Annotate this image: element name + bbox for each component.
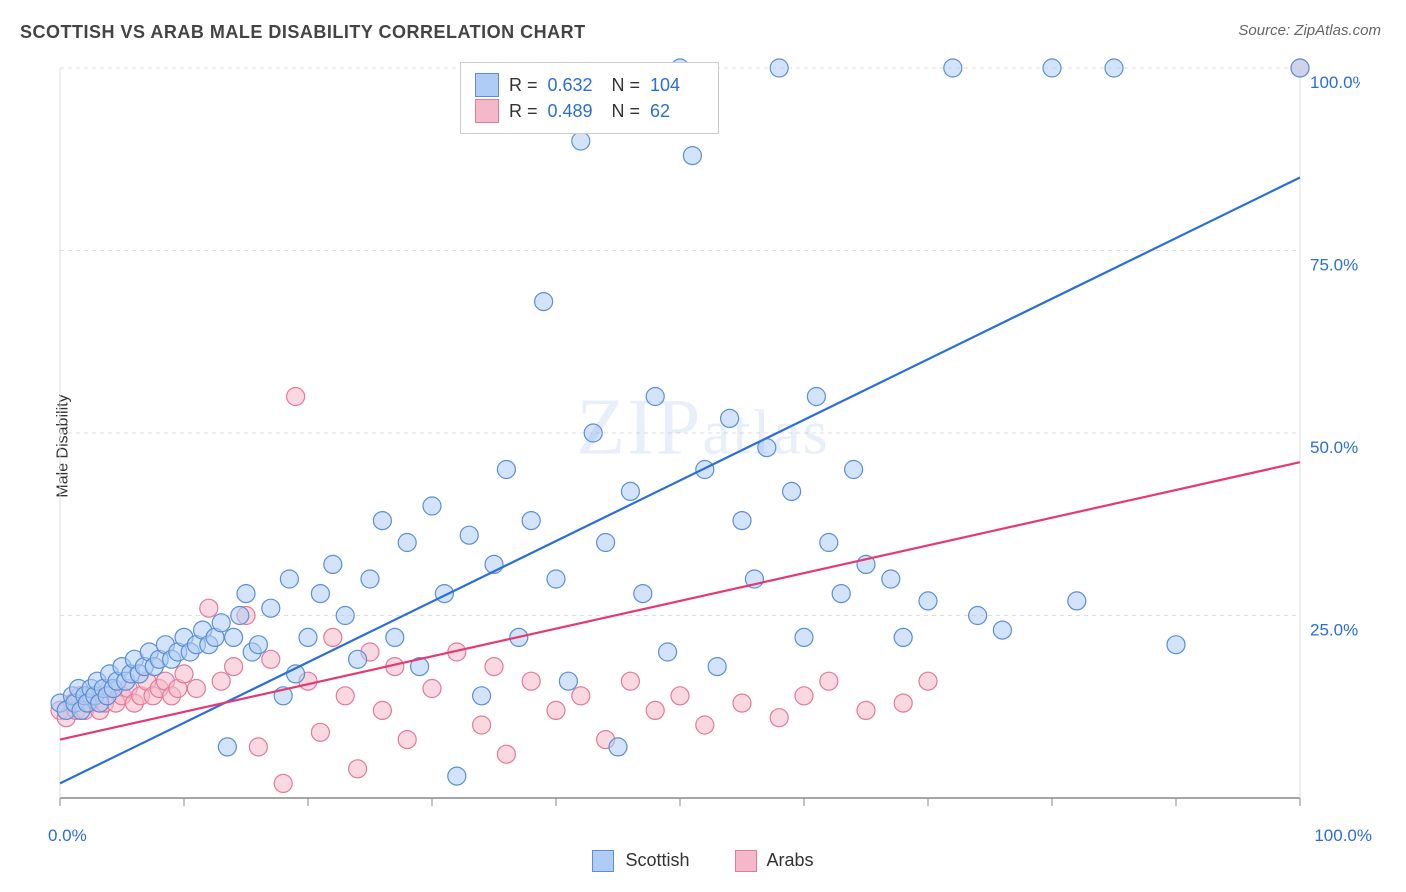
svg-text:75.0%: 75.0% bbox=[1310, 256, 1358, 275]
legend-swatch-scottish bbox=[475, 73, 499, 97]
source-name: ZipAtlas.com bbox=[1294, 22, 1381, 39]
n-value-scottish: 104 bbox=[650, 75, 704, 96]
r-label: R = bbox=[509, 101, 538, 122]
legend-item-scottish: Scottish bbox=[592, 850, 694, 870]
svg-text:25.0%: 25.0% bbox=[1310, 621, 1358, 640]
legend-swatch-arabs bbox=[735, 850, 757, 872]
chart-container: SCOTTISH VS ARAB MALE DISABILITY CORRELA… bbox=[0, 0, 1406, 892]
x-axis-start: 0.0% bbox=[48, 826, 87, 846]
legend-bottom: Scottish Arabs bbox=[0, 850, 1406, 872]
n-label: N = bbox=[612, 75, 641, 96]
plot-area: 25.0% 50.0% 75.0% 100.0% bbox=[50, 58, 1360, 828]
n-label: N = bbox=[612, 101, 641, 122]
source-prefix: Source: bbox=[1238, 22, 1294, 39]
legend-swatch-arabs bbox=[475, 99, 499, 123]
x-axis-end: 100.0% bbox=[1314, 826, 1372, 846]
legend-stats-row: R = 0.632 N = 104 bbox=[475, 73, 704, 97]
svg-text:50.0%: 50.0% bbox=[1310, 438, 1358, 457]
svg-text:100.0%: 100.0% bbox=[1310, 73, 1360, 92]
legend-stats: R = 0.632 N = 104 R = 0.489 N = 62 bbox=[460, 62, 719, 134]
legend-stats-row: R = 0.489 N = 62 bbox=[475, 99, 704, 123]
chart-title: SCOTTISH VS ARAB MALE DISABILITY CORRELA… bbox=[20, 22, 586, 43]
legend-swatch-scottish bbox=[592, 850, 614, 872]
n-value-arabs: 62 bbox=[650, 101, 704, 122]
legend-label-arabs: Arabs bbox=[767, 850, 814, 870]
r-value-arabs: 0.489 bbox=[548, 101, 602, 122]
legend-item-arabs: Arabs bbox=[735, 850, 814, 870]
legend-label-scottish: Scottish bbox=[625, 850, 689, 870]
r-value-scottish: 0.632 bbox=[548, 75, 602, 96]
r-label: R = bbox=[509, 75, 538, 96]
source-attribution: Source: ZipAtlas.com bbox=[1238, 22, 1381, 39]
chart-svg: 25.0% 50.0% 75.0% 100.0% bbox=[50, 58, 1360, 828]
